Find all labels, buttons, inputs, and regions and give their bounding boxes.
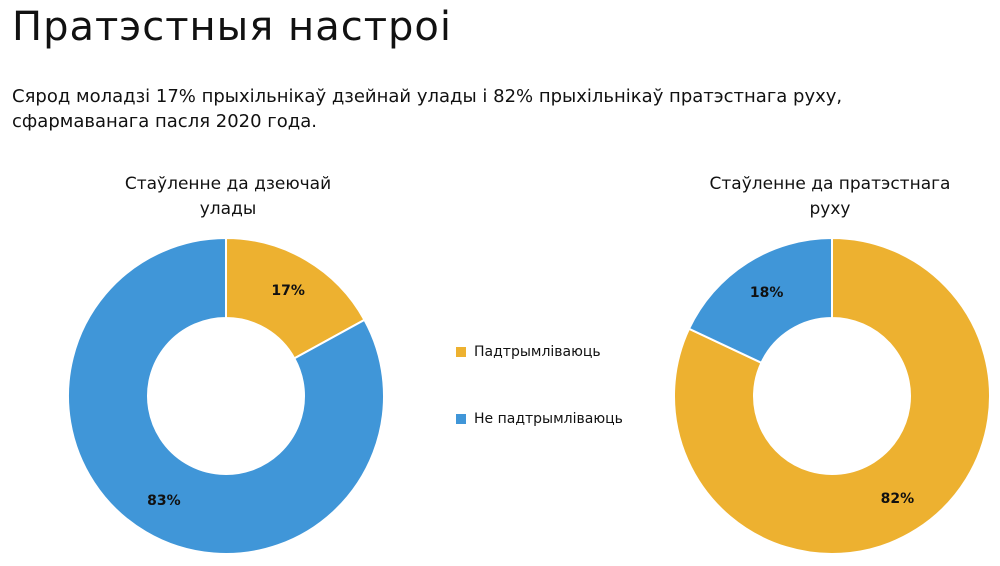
donut-chart-protest: 82% 18% bbox=[673, 236, 991, 555]
chart-legend: Падтрымліваюць Не падтрымліваюць bbox=[456, 344, 623, 478]
page-title: Пратэстныя настроі bbox=[12, 4, 452, 50]
donut-slice-not-support bbox=[67, 236, 385, 555]
legend-label-support: Падтрымліваюць bbox=[474, 344, 601, 360]
legend-swatch-support bbox=[456, 347, 466, 357]
legend-label-not-support: Не падтрымліваюць bbox=[474, 411, 623, 427]
legend-swatch-not-support bbox=[456, 414, 466, 424]
chart-title-protest: Стаўленне да пратэстнага руху bbox=[709, 174, 951, 219]
donut-slice-support bbox=[673, 236, 991, 555]
page-subtitle: Сярод моладзі 17% прыхільнікаў дзейнай у… bbox=[12, 86, 843, 132]
legend-item-not-support: Не падтрымліваюць bbox=[456, 411, 623, 427]
slice-value-label: 18% bbox=[750, 285, 784, 301]
slice-value-label: 83% bbox=[147, 493, 181, 509]
donut-chart-government: 17% 83% bbox=[67, 236, 385, 555]
slice-value-label: 82% bbox=[881, 491, 915, 507]
donut-slice-support bbox=[225, 236, 366, 360]
chart-title-government: Стаўленне да дзеючай улады bbox=[124, 174, 332, 219]
slice-value-label: 17% bbox=[271, 283, 305, 299]
donut-slice-not-support bbox=[687, 236, 833, 365]
legend-item-support: Падтрымліваюць bbox=[456, 344, 623, 360]
